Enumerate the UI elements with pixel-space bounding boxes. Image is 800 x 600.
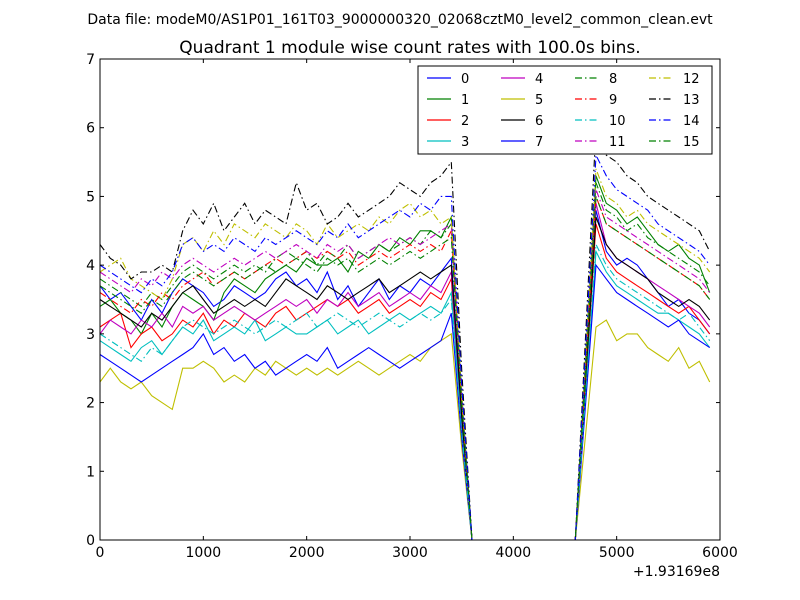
series-line-4 xyxy=(99,203,711,541)
series-line-6 xyxy=(99,216,711,541)
series-line-0 xyxy=(99,210,711,541)
series-line-5 xyxy=(99,319,711,541)
x-tick-label: 3000 xyxy=(392,545,428,561)
x-tick-label: 6000 xyxy=(702,545,738,561)
series-line-1 xyxy=(99,175,711,541)
legend-box xyxy=(417,65,713,155)
y-tick-label: 1 xyxy=(86,464,95,480)
y-tick-label: 6 xyxy=(86,121,95,137)
legend-label-3: 3 xyxy=(461,135,469,150)
series-line-9 xyxy=(99,196,711,541)
legend-label-14: 14 xyxy=(683,114,700,129)
series-line-2 xyxy=(99,223,711,541)
y-tick-label: 5 xyxy=(86,189,95,205)
legend-label-6: 6 xyxy=(535,114,543,129)
series-line-12 xyxy=(99,168,711,541)
legend-label-5: 5 xyxy=(535,93,543,108)
legend-label-10: 10 xyxy=(609,114,626,129)
series-line-11 xyxy=(99,189,711,541)
y-tick-label: 0 xyxy=(86,533,95,549)
y-tick-label: 2 xyxy=(86,396,95,412)
x-axis-offset-label: +1.93169e8 xyxy=(633,564,720,580)
legend-label-12: 12 xyxy=(683,72,700,87)
legend-label-8: 8 xyxy=(609,72,617,87)
x-tick-label: 0 xyxy=(96,545,105,561)
x-tick-label: 4000 xyxy=(496,545,532,561)
x-tick-label: 5000 xyxy=(599,545,635,561)
series-line-14 xyxy=(99,153,711,541)
legend-label-11: 11 xyxy=(609,135,626,150)
x-tick-label: 1000 xyxy=(186,545,222,561)
figure-suptitle: Data file: modeM0/AS1P01_161T03_90000003… xyxy=(87,12,713,28)
legend-label-15: 15 xyxy=(683,135,700,150)
y-tick-label: 7 xyxy=(86,52,95,68)
series-line-15 xyxy=(99,196,711,541)
y-tick-label: 4 xyxy=(86,258,95,274)
plot-series-group xyxy=(99,127,711,541)
series-line-10 xyxy=(99,242,711,541)
chart-title: Quadrant 1 module wise count rates with … xyxy=(179,38,640,58)
series-line-7 xyxy=(99,263,711,541)
y-tick-label: 3 xyxy=(86,327,95,343)
series-line-13 xyxy=(99,127,711,541)
legend-label-0: 0 xyxy=(461,72,469,87)
legend-label-1: 1 xyxy=(461,93,469,108)
legend-label-9: 9 xyxy=(609,93,617,108)
x-tick-label: 2000 xyxy=(289,545,325,561)
legend-label-2: 2 xyxy=(461,114,469,129)
legend-label-4: 4 xyxy=(535,72,543,87)
series-line-3 xyxy=(99,249,711,541)
series-line-8 xyxy=(99,182,711,541)
legend-label-7: 7 xyxy=(535,135,543,150)
legend-label-13: 13 xyxy=(683,93,700,108)
